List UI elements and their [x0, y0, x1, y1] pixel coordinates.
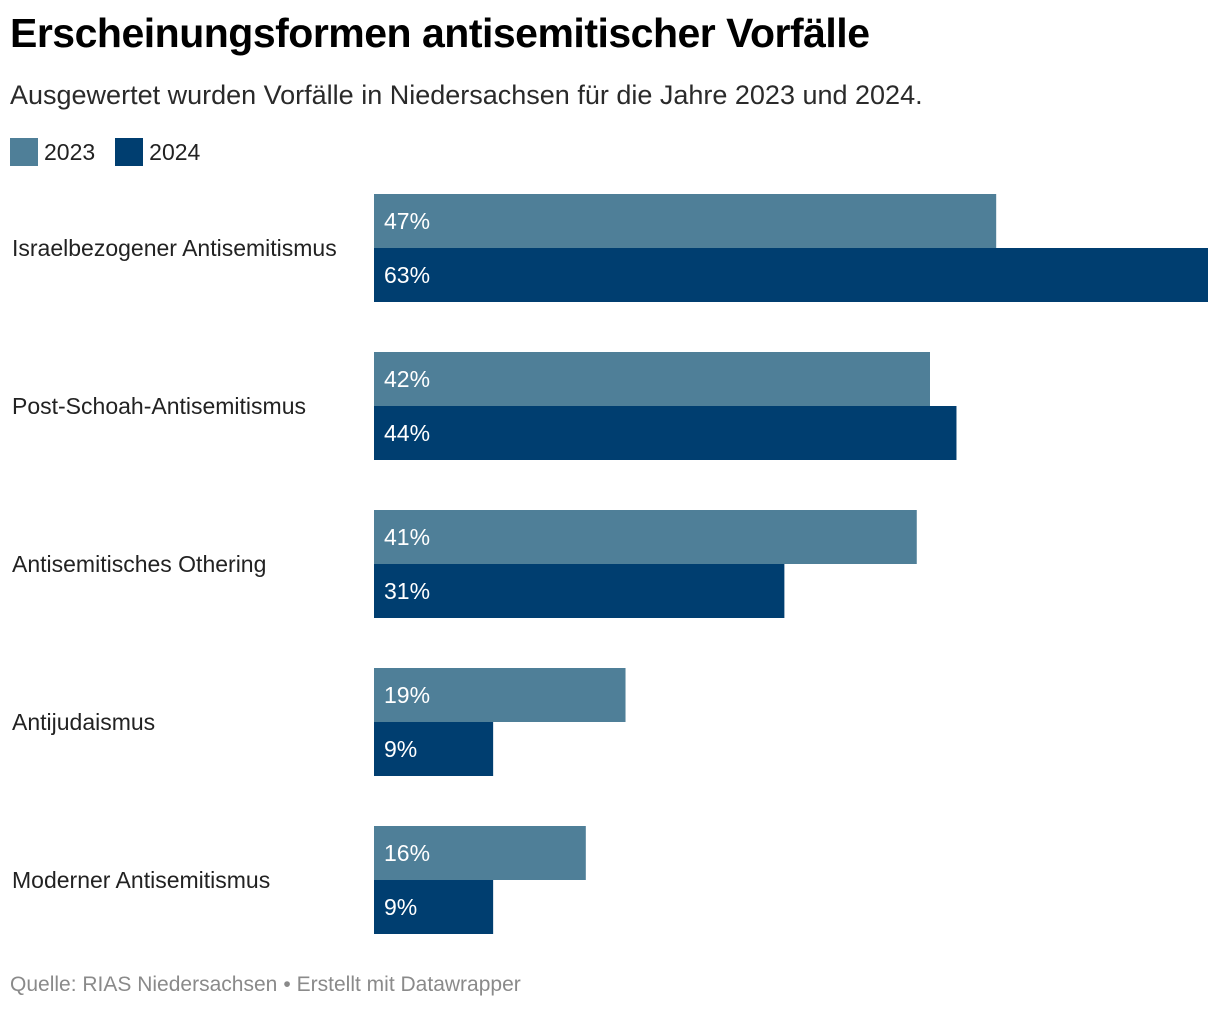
- footer-separator: •: [283, 973, 291, 996]
- bar-value-label: 44%: [384, 420, 430, 446]
- legend-item-2024: 2024: [115, 138, 200, 166]
- bar-value-label: 19%: [384, 682, 430, 708]
- bar-2023: [374, 194, 997, 248]
- category-label: Israelbezogener Antisemitismus: [12, 235, 337, 261]
- bar-value-label: 31%: [384, 578, 430, 604]
- bar-2023: [374, 510, 917, 564]
- category-label: Moderner Antisemitismus: [12, 867, 270, 893]
- category-label: Antisemitisches Othering: [12, 551, 266, 577]
- bar-chart: Israelbezogener Antisemitismus 47% 63% Post…: [12, 194, 1208, 934]
- legend-label-2023: 2023: [44, 138, 96, 165]
- bar-value-label: 41%: [384, 524, 430, 550]
- bar-value-label: 9%: [384, 894, 417, 920]
- bar-value-label: 63%: [384, 262, 430, 288]
- legend-item-2023: 2023: [10, 138, 95, 166]
- bar-2023: [374, 352, 930, 406]
- legend-swatch-2023: [10, 138, 38, 166]
- legend: 2023 2024: [10, 137, 220, 167]
- bar-2024: [374, 722, 494, 776]
- bar-2024: [374, 406, 957, 460]
- category-label: Post-Schoah-Antisemitismus: [12, 393, 306, 419]
- bar-value-label: 16%: [384, 840, 430, 866]
- bar-2023: [374, 826, 586, 880]
- bar-value-label: 47%: [384, 208, 430, 234]
- bar-value-label: 42%: [384, 366, 430, 392]
- bar-2024: [374, 248, 1208, 302]
- source-note: Quelle: RIAS Niedersachsen: [10, 973, 278, 996]
- credit-note: Erstellt mit Datawrapper: [296, 973, 521, 996]
- bar-value-label: 9%: [384, 736, 417, 762]
- footer: Quelle: RIAS Niedersachsen • Erstellt mit …: [10, 973, 521, 997]
- chart-title: Erscheinungsformen antisemitischer Vorfä…: [10, 10, 870, 56]
- bar-2024: [374, 880, 494, 934]
- category-label: Antijudaismus: [12, 709, 155, 735]
- bar-2023: [374, 668, 626, 722]
- legend-label-2024: 2024: [149, 138, 201, 165]
- chart-subtitle: Ausgewertet wurden Vorfälle in Niedersac…: [10, 80, 923, 110]
- bar-2024: [374, 564, 785, 618]
- legend-swatch-2024: [115, 138, 144, 166]
